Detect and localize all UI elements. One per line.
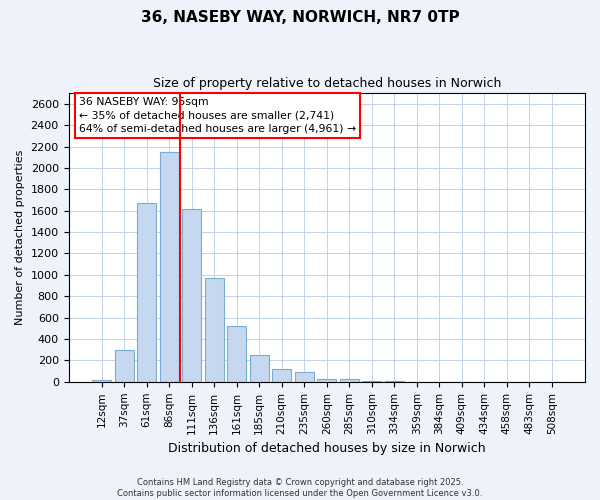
Bar — [317, 378, 337, 382]
Bar — [250, 355, 269, 382]
Text: Contains HM Land Registry data © Crown copyright and database right 2025.
Contai: Contains HM Land Registry data © Crown c… — [118, 478, 482, 498]
Bar — [272, 369, 291, 382]
X-axis label: Distribution of detached houses by size in Norwich: Distribution of detached houses by size … — [168, 442, 485, 455]
Title: Size of property relative to detached houses in Norwich: Size of property relative to detached ho… — [152, 78, 501, 90]
Text: 36 NASEBY WAY: 95sqm
← 35% of detached houses are smaller (2,741)
64% of semi-de: 36 NASEBY WAY: 95sqm ← 35% of detached h… — [79, 98, 356, 134]
Bar — [92, 380, 111, 382]
Bar — [340, 378, 359, 382]
Bar — [137, 203, 156, 382]
Bar — [115, 350, 134, 382]
Bar — [227, 326, 246, 382]
Text: 36, NASEBY WAY, NORWICH, NR7 0TP: 36, NASEBY WAY, NORWICH, NR7 0TP — [140, 10, 460, 25]
Bar — [160, 152, 179, 382]
Bar — [295, 372, 314, 382]
Bar — [182, 208, 201, 382]
Bar — [205, 278, 224, 382]
Y-axis label: Number of detached properties: Number of detached properties — [15, 150, 25, 325]
